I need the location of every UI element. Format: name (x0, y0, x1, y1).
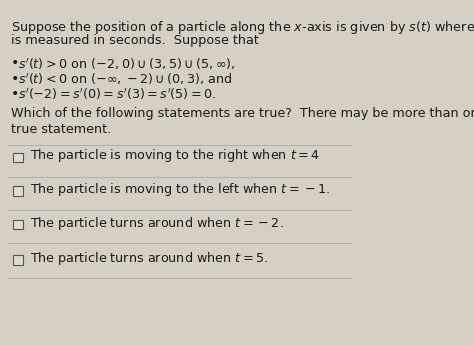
FancyBboxPatch shape (13, 152, 23, 162)
Text: •: • (11, 71, 19, 86)
Text: The particle is moving to the right when $t = 4$: The particle is moving to the right when… (30, 147, 320, 164)
Text: $s'(-2) = s'(0) = s'(3) = s'(5) = 0.$: $s'(-2) = s'(0) = s'(3) = s'(5) = 0.$ (18, 87, 217, 102)
Text: •: • (11, 56, 19, 70)
FancyBboxPatch shape (13, 220, 23, 229)
Text: $s'(t) > 0$ on $(-2, 0) \cup (3, 5) \cup (5, \infty)$,: $s'(t) > 0$ on $(-2, 0) \cup (3, 5) \cup… (18, 56, 236, 72)
Text: true statement.: true statement. (11, 123, 111, 136)
Text: Suppose the position of a particle along the $x$-axis is given by $s(t)$ where $: Suppose the position of a particle along… (11, 19, 474, 36)
Text: The particle turns around when $t = 5$.: The particle turns around when $t = 5$. (30, 250, 269, 267)
Text: $s'(t) < 0$ on $(-\infty, -2) \cup (0, 3)$, and: $s'(t) < 0$ on $(-\infty, -2) \cup (0, 3… (18, 71, 232, 87)
FancyBboxPatch shape (13, 186, 23, 196)
Text: The particle turns around when $t = -2$.: The particle turns around when $t = -2$. (30, 215, 284, 231)
FancyBboxPatch shape (13, 255, 23, 265)
Text: is measured in seconds.  Suppose that: is measured in seconds. Suppose that (11, 34, 259, 48)
Text: •: • (11, 87, 19, 101)
Text: The particle is moving to the left when $t = -1$.: The particle is moving to the left when … (30, 181, 330, 198)
Text: Which of the following statements are true?  There may be more than one: Which of the following statements are tr… (11, 107, 474, 120)
